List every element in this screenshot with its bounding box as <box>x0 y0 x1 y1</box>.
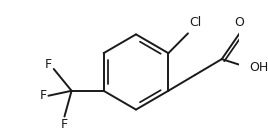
Text: OH: OH <box>249 61 268 74</box>
Text: Cl: Cl <box>190 16 202 29</box>
Text: F: F <box>45 58 52 71</box>
Text: O: O <box>235 16 244 29</box>
Text: F: F <box>39 89 47 102</box>
Text: F: F <box>61 119 68 132</box>
